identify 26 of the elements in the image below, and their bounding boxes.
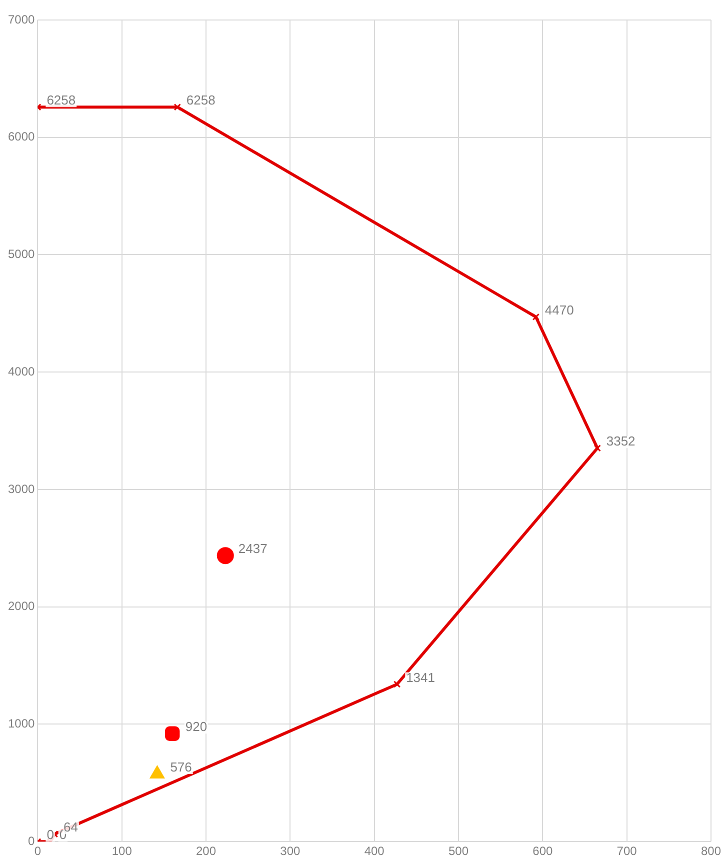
y-tick-label: 6000 <box>8 130 36 144</box>
x-tick-label: 200 <box>196 844 216 858</box>
y-tick-label: 0 <box>28 834 36 848</box>
data-label: 6258 <box>186 92 216 108</box>
data-label: 920 <box>185 719 208 734</box>
x-tick-label: 800 <box>700 844 722 858</box>
x-tick-label: 600 <box>532 844 553 858</box>
data-label: 2437 <box>238 541 268 556</box>
y-tick-label: 1000 <box>8 716 36 731</box>
data-label: 0 <box>46 827 54 842</box>
data-label: 3352 <box>606 434 636 449</box>
y-tick-label: 7000 <box>8 12 36 26</box>
y-tick-label: 3000 <box>8 482 36 496</box>
y-tick-label: 2000 <box>8 599 36 614</box>
data-label: 64 <box>64 820 78 835</box>
x-tick-label: 700 <box>616 844 638 858</box>
data-label: 1341 <box>406 670 435 685</box>
data-label: 4470 <box>544 302 574 318</box>
y-tick-label: 5000 <box>8 247 36 262</box>
y-tick-label: 4000 <box>8 364 36 378</box>
data-label: 576 <box>170 760 192 775</box>
x-tick-label: 100 <box>112 844 132 858</box>
data-label: 6258 <box>46 92 76 108</box>
x-tick-label: 500 <box>448 844 469 858</box>
x-tick-label: 300 <box>280 844 301 858</box>
x-tick-label: 400 <box>364 844 385 858</box>
